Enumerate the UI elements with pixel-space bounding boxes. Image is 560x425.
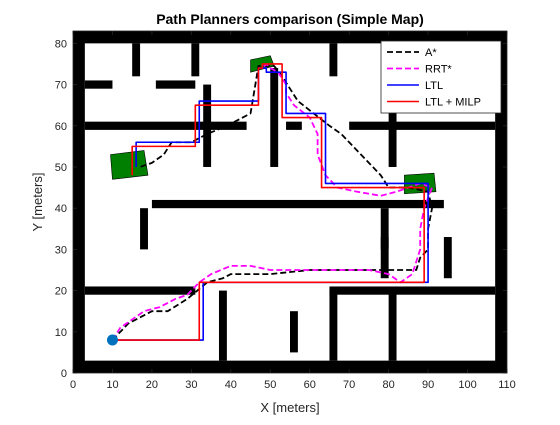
- wall-25: [290, 311, 298, 353]
- y-tick-label: 30: [55, 244, 67, 256]
- wall-24: [388, 290, 397, 361]
- legend-label: A*: [425, 47, 437, 59]
- x-tick-label: 70: [343, 379, 355, 391]
- x-tick-label: 20: [146, 379, 158, 391]
- x-ticks: 0 10 20 30 40 50 60 70 80 90 100 110: [70, 31, 516, 391]
- wall-6: [84, 121, 247, 130]
- wall-26: [443, 237, 452, 279]
- chart-title: Path Planners comparison (Simple Map): [156, 11, 424, 27]
- wall-12: [151, 199, 444, 209]
- start-layer: [106, 334, 118, 346]
- y-tick-label: 80: [55, 38, 67, 50]
- y-tick-label: 70: [55, 80, 67, 92]
- y-ticks: 0 10 20 30 40 50 60 70 80: [55, 38, 507, 380]
- wall-8: [349, 121, 496, 130]
- series-layer: [111, 63, 433, 341]
- series-line-rrt: [111, 63, 433, 341]
- legend-label: RRT*: [425, 64, 452, 76]
- y-tick-label: 60: [55, 121, 67, 133]
- x-tick-label: 50: [264, 379, 276, 391]
- x-tick-label: 90: [422, 379, 434, 391]
- y-axis-label: Y [meters]: [30, 172, 45, 231]
- wall-23: [329, 290, 338, 361]
- legend: A* RRT* LTL LTL + MILP: [380, 40, 502, 114]
- series-line-a: [111, 65, 433, 341]
- x-tick-label: 110: [498, 379, 516, 391]
- wall-11: [329, 286, 496, 295]
- wall-20: [140, 208, 148, 250]
- legend-label: LTL: [425, 80, 443, 92]
- x-tick-label: 40: [225, 379, 237, 391]
- y-tick-label: 40: [55, 203, 67, 215]
- wall-2: [73, 360, 507, 373]
- x-tick-label: 80: [383, 379, 395, 391]
- start-marker: [106, 334, 118, 346]
- wall-3: [73, 31, 507, 44]
- y-tick-label: 10: [55, 327, 67, 339]
- wall-17: [203, 84, 212, 167]
- wall-27: [380, 237, 389, 279]
- wall-13: [132, 43, 141, 77]
- goal-region-0: [110, 150, 149, 180]
- x-axis-label: X [meters]: [260, 400, 319, 415]
- x-tick-label: 10: [106, 379, 118, 391]
- series-line-ltl-milp: [112, 63, 425, 341]
- x-tick-label: 60: [304, 379, 316, 391]
- wall-10: [84, 286, 196, 295]
- wall-4: [84, 80, 113, 89]
- wall-0: [73, 31, 85, 373]
- y-tick-label: 50: [55, 162, 67, 174]
- x-tick-label: 0: [70, 379, 76, 391]
- wall-5: [155, 80, 196, 89]
- x-tick-label: 100: [458, 379, 476, 391]
- wall-7: [286, 121, 302, 130]
- legend-label: LTL + MILP: [425, 97, 481, 109]
- wall-18: [388, 84, 397, 167]
- x-tick-label: 30: [185, 379, 197, 391]
- wall-19: [270, 68, 279, 167]
- wall-15: [329, 43, 338, 77]
- wall-22: [218, 290, 227, 361]
- wall-1: [495, 31, 507, 373]
- y-tick-label: 20: [55, 286, 67, 298]
- wall-14: [191, 43, 200, 77]
- axes-box: [72, 30, 508, 374]
- y-tick-label: 0: [61, 368, 67, 380]
- wall-21: [380, 208, 389, 250]
